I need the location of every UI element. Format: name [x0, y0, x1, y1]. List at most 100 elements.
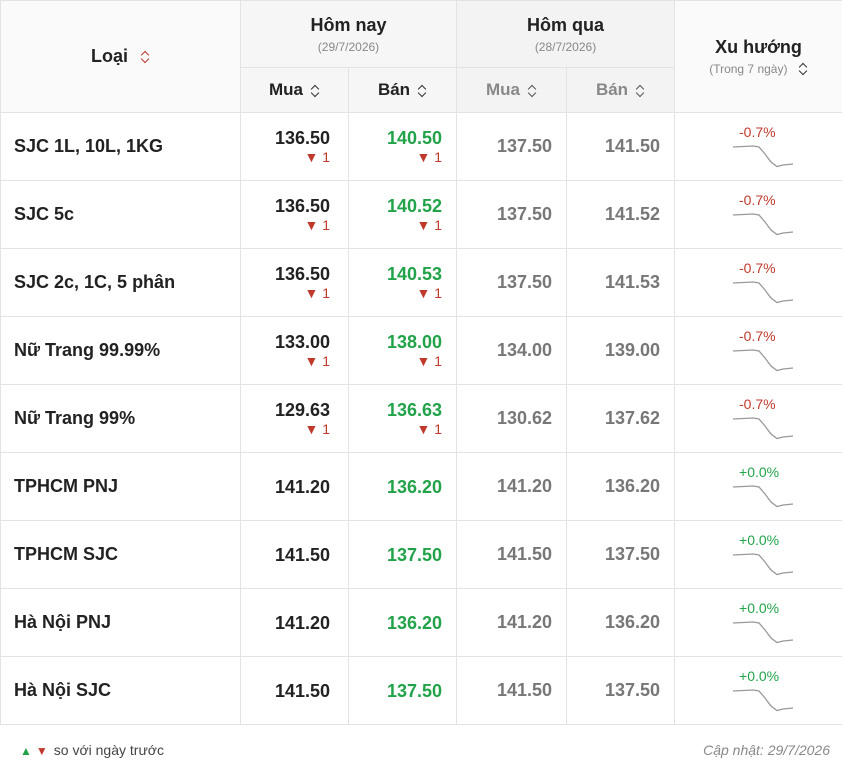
yesterday-sell-price: 141.53 [565, 248, 676, 317]
today-buy-cell: 141.20 [240, 452, 349, 521]
sparkline-icon [732, 213, 794, 236]
today-buy-price: 136.50 [274, 195, 330, 216]
today-sell-price: 137.50 [386, 680, 442, 701]
trend-percent: -0.7% [739, 260, 776, 276]
column-header-yesterday-sell[interactable]: Bán [565, 67, 676, 113]
today-buy-price: 136.50 [274, 263, 330, 284]
type-header-label: Loại [90, 46, 128, 66]
sell-change: ▼ 1 [416, 148, 442, 165]
trend-percent: +0.0% [739, 600, 780, 616]
today-sell-cell: 136.63 ▼ 1 [348, 384, 457, 453]
row-type-name: Hà Nội PNJ [0, 588, 241, 657]
column-header-today-buy[interactable]: Mua [240, 67, 349, 113]
trend-cell: +0.0% [674, 588, 842, 657]
buy-change: ▼ 1 [304, 216, 330, 233]
sell-change: ▼ 1 [416, 420, 442, 437]
today-sell-cell: 137.50 [348, 656, 457, 725]
today-date: (29/7/2026) [317, 39, 380, 54]
table-row[interactable]: SJC 2c, 1C, 5 phân 136.50 ▼ 1 140.53 ▼ 1 137.… [0, 248, 842, 317]
today-buy-price: 141.20 [274, 476, 330, 497]
buy-header-label: Mua [269, 80, 303, 99]
sort-icon[interactable] [418, 84, 427, 98]
row-type-name: SJC 5c [0, 180, 241, 249]
yesterday-buy-price: 141.20 [456, 588, 567, 657]
trend-cell: -0.7% [674, 384, 842, 453]
trend-cell: +0.0% [674, 452, 842, 521]
trend-cell: -0.7% [674, 316, 842, 385]
today-sell-price: 140.52 [386, 195, 442, 216]
trend-percent: -0.7% [739, 328, 776, 344]
sort-icon[interactable] [799, 62, 808, 76]
table-row[interactable]: SJC 5c 136.50 ▼ 1 140.52 ▼ 1 137.50 141.52 -0.7… [0, 180, 842, 249]
sort-icon[interactable] [528, 84, 537, 98]
sparkline-icon [732, 621, 794, 644]
table-row[interactable]: Nữ Trang 99% 129.63 ▼ 1 136.63 ▼ 1 130.62 137.… [0, 384, 842, 453]
sort-icon[interactable] [311, 84, 320, 98]
table-row[interactable]: Hà Nội PNJ 141.20 136.20 141.20 136.20 +0.0% [0, 588, 842, 657]
yesterday-sell-price: 137.50 [565, 520, 676, 589]
today-sell-cell: 140.52 ▼ 1 [348, 180, 457, 249]
gold-price-table: Loại Hôm nay (29/7/2026) Hôm qua (28/7/2… [0, 0, 842, 725]
buy-header-label: Mua [486, 80, 520, 99]
sell-change: ▼ 1 [416, 284, 442, 301]
today-sell-price: 136.63 [386, 399, 442, 420]
trend-percent: -0.7% [739, 396, 776, 412]
sell-header-label: Bán [595, 80, 629, 99]
sell-change: ▼ 1 [416, 352, 442, 369]
today-buy-cell: 141.50 [240, 656, 349, 725]
today-buy-cell: 141.20 [240, 588, 349, 657]
column-group-today: Hôm nay (29/7/2026) [240, 0, 457, 68]
sparkline-icon [732, 145, 794, 168]
table-row[interactable]: Hà Nội SJC 141.50 137.50 141.50 137.50 +0.0% [0, 656, 842, 725]
column-header-type[interactable]: Loại [0, 0, 241, 113]
sort-icon[interactable] [636, 84, 645, 98]
yesterday-buy-price: 137.50 [456, 112, 567, 181]
column-header-trend[interactable]: Xu hướng (Trong 7 ngày) [674, 0, 842, 113]
today-buy-cell: 136.50 ▼ 1 [240, 248, 349, 317]
buy-change: ▼ 1 [304, 352, 330, 369]
sparkline-icon [732, 485, 794, 508]
sort-icon[interactable] [141, 50, 150, 64]
column-header-today-sell[interactable]: Bán [348, 67, 457, 113]
yesterday-buy-price: 141.20 [456, 452, 567, 521]
today-buy-cell: 129.63 ▼ 1 [240, 384, 349, 453]
buy-change: ▼ 1 [304, 148, 330, 165]
today-sell-cell: 136.20 [348, 452, 457, 521]
column-header-yesterday-buy[interactable]: Mua [456, 67, 567, 113]
sell-change: ▼ 1 [416, 216, 442, 233]
row-type-name: TPHCM PNJ [0, 452, 241, 521]
today-buy-price: 141.20 [274, 612, 330, 633]
trend-percent: +0.0% [739, 464, 780, 480]
today-sell-price: 140.53 [386, 263, 442, 284]
today-buy-price: 141.50 [274, 544, 330, 565]
trend-subheader: (Trong 7 ngày) [675, 62, 842, 77]
table-row[interactable]: TPHCM SJC 141.50 137.50 141.50 137.50 +0.0% [0, 520, 842, 589]
sparkline-icon [732, 417, 794, 440]
today-buy-cell: 133.00 ▼ 1 [240, 316, 349, 385]
today-sell-price: 138.00 [386, 331, 442, 352]
today-sell-price: 140.50 [386, 127, 442, 148]
legend-text: so với ngày trước [53, 742, 164, 758]
row-type-name: SJC 2c, 1C, 5 phân [0, 248, 241, 317]
today-sell-cell: 140.53 ▼ 1 [348, 248, 457, 317]
sparkline-icon [732, 281, 794, 304]
table-row[interactable]: Nữ Trang 99.99% 133.00 ▼ 1 138.00 ▼ 1 134.00 1… [0, 316, 842, 385]
yesterday-buy-price: 141.50 [456, 520, 567, 589]
today-buy-cell: 141.50 [240, 520, 349, 589]
yesterday-sell-price: 141.52 [565, 180, 676, 249]
yesterday-buy-price: 137.50 [456, 180, 567, 249]
table-row[interactable]: SJC 1L, 10L, 1KG 136.50 ▼ 1 140.50 ▼ 1 137.50… [0, 112, 842, 181]
yesterday-buy-price: 134.00 [456, 316, 567, 385]
yesterday-header-label: Hôm qua [527, 14, 605, 35]
today-sell-cell: 138.00 ▼ 1 [348, 316, 457, 385]
today-buy-price: 129.63 [274, 399, 330, 420]
table-row[interactable]: TPHCM PNJ 141.20 136.20 141.20 136.20 +0.0% [0, 452, 842, 521]
trend-cell: -0.7% [674, 248, 842, 317]
yesterday-sell-price: 136.20 [565, 588, 676, 657]
yesterday-buy-price: 141.50 [456, 656, 567, 725]
today-sell-price: 136.20 [386, 476, 442, 497]
yesterday-sell-price: 137.50 [565, 656, 676, 725]
trend-percent: +0.0% [739, 668, 780, 684]
yesterday-sell-price: 136.20 [565, 452, 676, 521]
